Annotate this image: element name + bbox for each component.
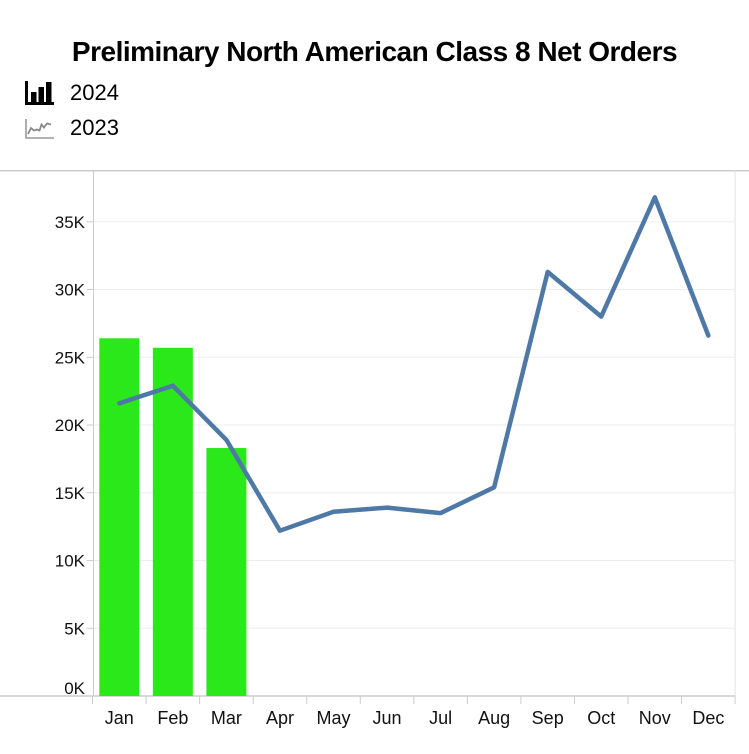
line-series-2023 [117, 195, 711, 533]
y-label-10K: 10K [55, 552, 86, 571]
bars-2024 [99, 338, 247, 696]
tick-marks [86, 221, 736, 704]
x-label-Dec: Dec [692, 708, 724, 728]
gridlines [93, 221, 736, 629]
x-label-Sep: Sep [532, 708, 564, 728]
x-label-Apr: Apr [266, 708, 294, 728]
y-label-25K: 25K [55, 348, 86, 367]
x-label-Jan: Jan [105, 708, 134, 728]
legend-item-2024[interactable]: 2024 [22, 78, 119, 108]
x-label-Mar: Mar [211, 708, 242, 728]
legend-item-2023[interactable]: 2023 [22, 113, 119, 143]
bar-Jan [99, 338, 140, 696]
y-label-20K: 20K [55, 416, 86, 435]
x-label-Jun: Jun [373, 708, 402, 728]
line-chart-icon [22, 115, 56, 141]
bar-Feb [152, 347, 193, 696]
y-axis-labels: 0K 5K 10K 15K 20K 25K 30K 35K [55, 213, 86, 698]
bar-chart-icon [22, 79, 56, 107]
y-label-0K: 0K [64, 679, 85, 698]
x-label-May: May [316, 708, 350, 728]
x-axis-labels: Jan Feb Mar Apr May Jun Jul Aug Sep Oct Nov Dec [105, 708, 725, 728]
legend-label-2023: 2023 [70, 115, 119, 140]
y-label-15K: 15K [55, 484, 86, 503]
y-label-30K: 30K [55, 281, 86, 300]
y-label-35K: 35K [55, 213, 86, 232]
legend: 2024 2023 [22, 78, 119, 143]
bar-Mar [206, 448, 247, 696]
x-label-Feb: Feb [157, 708, 188, 728]
line-2023 [117, 195, 711, 533]
chart-title: Preliminary North American Class 8 Net O… [71, 36, 678, 67]
y-label-5K: 5K [64, 619, 85, 638]
x-label-Jul: Jul [429, 708, 452, 728]
x-label-Aug: Aug [478, 708, 510, 728]
legend-label-2024: 2024 [70, 80, 119, 105]
chart-area: 0K 5K 10K 15K 20K 25K 30K 35K Jan Feb Mar Apr May Jun… [0, 170, 749, 749]
x-label-Nov: Nov [639, 708, 671, 728]
x-label-Oct: Oct [587, 708, 615, 728]
chart-plot: 0K 5K 10K 15K 20K 25K 30K 35K Jan Feb Mar Apr May Jun… [0, 170, 749, 728]
